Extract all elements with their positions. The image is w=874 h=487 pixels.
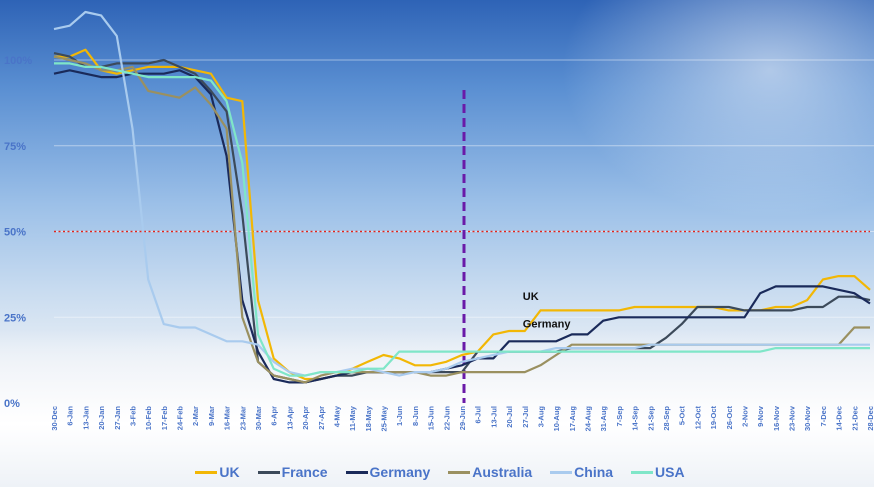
legend-item-germany: Germany [345,464,431,480]
x-tick-label: 23-Mar [238,406,247,430]
x-tick-label: 5-Oct [678,405,687,425]
x-tick-label: 16-Nov [772,405,781,431]
y-axis-tick-labels: 0% 25% 50% 75% 100% [4,55,32,410]
x-tick-label: 19-Oct [709,405,718,429]
x-tick-label: 13-Apr [285,406,294,430]
x-tick-label: 6-Jan [66,406,75,426]
legend-item-uk: UK [195,464,240,480]
x-tick-label: 20-Jul [505,406,514,428]
x-tick-label: 1-Jun [395,406,404,426]
x-tick-label: 27-Apr [317,406,326,430]
legend-item-china: China [550,464,613,480]
legend-label: Australia [472,464,533,480]
legend-item-france: France [257,464,328,480]
annotation-germany: Germany [523,319,572,331]
x-tick-label: 8-Jun [411,406,420,426]
legend-swatch [195,470,218,474]
y-tick-label: 0% [4,398,20,410]
x-tick-label: 30-Mar [254,406,263,430]
x-tick-label: 20-Jan [97,406,106,430]
x-tick-label: 17-Aug [568,406,577,432]
x-tick-label: 10-Aug [552,406,561,432]
background-sky-glow [560,0,874,220]
legend-label: France [281,464,328,480]
legend-item-usa: USA [631,464,685,480]
legend-swatch [257,470,280,474]
legend-label: Germany [369,464,431,480]
x-axis-tick-labels: 30-Dec 6-Jan 13-Jan 20-Jan 27-Jan 3-Feb 10-Feb… [50,405,874,431]
x-tick-label: 3-Aug [536,406,545,428]
legend-swatch [631,470,654,474]
x-tick-label: 24-Aug [584,406,593,432]
x-tick-label: 18-May [364,405,373,431]
x-tick-label: 12-Oct [693,405,702,429]
y-tick-label: 100% [4,55,32,67]
x-tick-label: 3-Feb [128,406,137,426]
x-tick-label: 7-Dec [819,406,828,426]
x-tick-label: 21-Sep [646,406,655,431]
legend-swatch [550,470,573,474]
x-tick-label: 28-Dec [866,406,874,431]
x-tick-label: 7-Sep [615,406,624,427]
x-tick-label: 14-Sep [631,406,640,431]
x-tick-label: 2-Mar [191,406,200,426]
x-tick-label: 30-Nov [803,405,812,431]
x-tick-label: 4-May [332,405,341,427]
x-tick-label: 25-May [380,405,389,431]
x-tick-label: 10-Feb [144,406,153,431]
series-line-france [53,52,871,384]
x-tick-label: 17-Feb [160,406,169,431]
series-line-china [53,10,870,377]
y-tick-label: 25% [4,312,26,324]
x-tick-label: 27-Jan [113,406,122,430]
x-tick-label: 20-Apr [301,406,310,430]
x-tick-label: 15-Jun [427,406,436,431]
x-tick-label: 13-Jul [489,406,498,428]
x-tick-label: 24-Feb [176,406,185,431]
x-tick-label: 11-May [348,405,357,431]
legend-item-australia: Australia [448,464,532,480]
background-clouds [0,330,874,487]
x-tick-label: 31-Aug [599,406,608,432]
x-tick-label: 9-Mar [207,406,216,426]
series-line-usa [54,62,870,377]
legend-label: USA [655,464,685,480]
x-tick-label: 26-Oct [725,405,734,429]
legend-label: China [574,464,614,480]
legend-swatch [345,470,368,474]
annotation-uk: UK [523,291,539,303]
x-tick-label: 14-Dec [835,406,844,431]
x-tick-label: 6-Apr [270,406,279,426]
x-tick-label: 13-Jan [81,406,90,430]
y-tick-label: 75% [4,141,26,153]
legend: UK France Germany Australia China USA [180,462,700,482]
x-tick-label: 16-Mar [223,406,232,430]
x-tick-label: 27-Jul [521,406,530,428]
x-tick-label: 6-Jul [474,406,483,424]
series-line-australia [53,55,870,384]
x-tick-label: 21-Dec [850,406,859,431]
x-tick-label: 23-Nov [788,405,797,431]
series-line-germany [53,69,871,384]
y-tick-label: 50% [4,227,26,239]
x-tick-label: 29-Jun [458,406,467,431]
x-tick-label: 28-Sep [662,406,671,431]
x-tick-label: 9-Nov [756,405,765,427]
annotations: UK Germany [523,291,572,330]
legend-label: UK [219,464,240,480]
series-lines [53,10,871,384]
x-tick-label: 30-Dec [50,406,59,431]
series-line-uk [54,48,871,381]
x-tick-label: 22-Jun [442,406,451,431]
legend-swatch [448,470,471,474]
x-tick-label: 2-Nov [740,405,749,427]
